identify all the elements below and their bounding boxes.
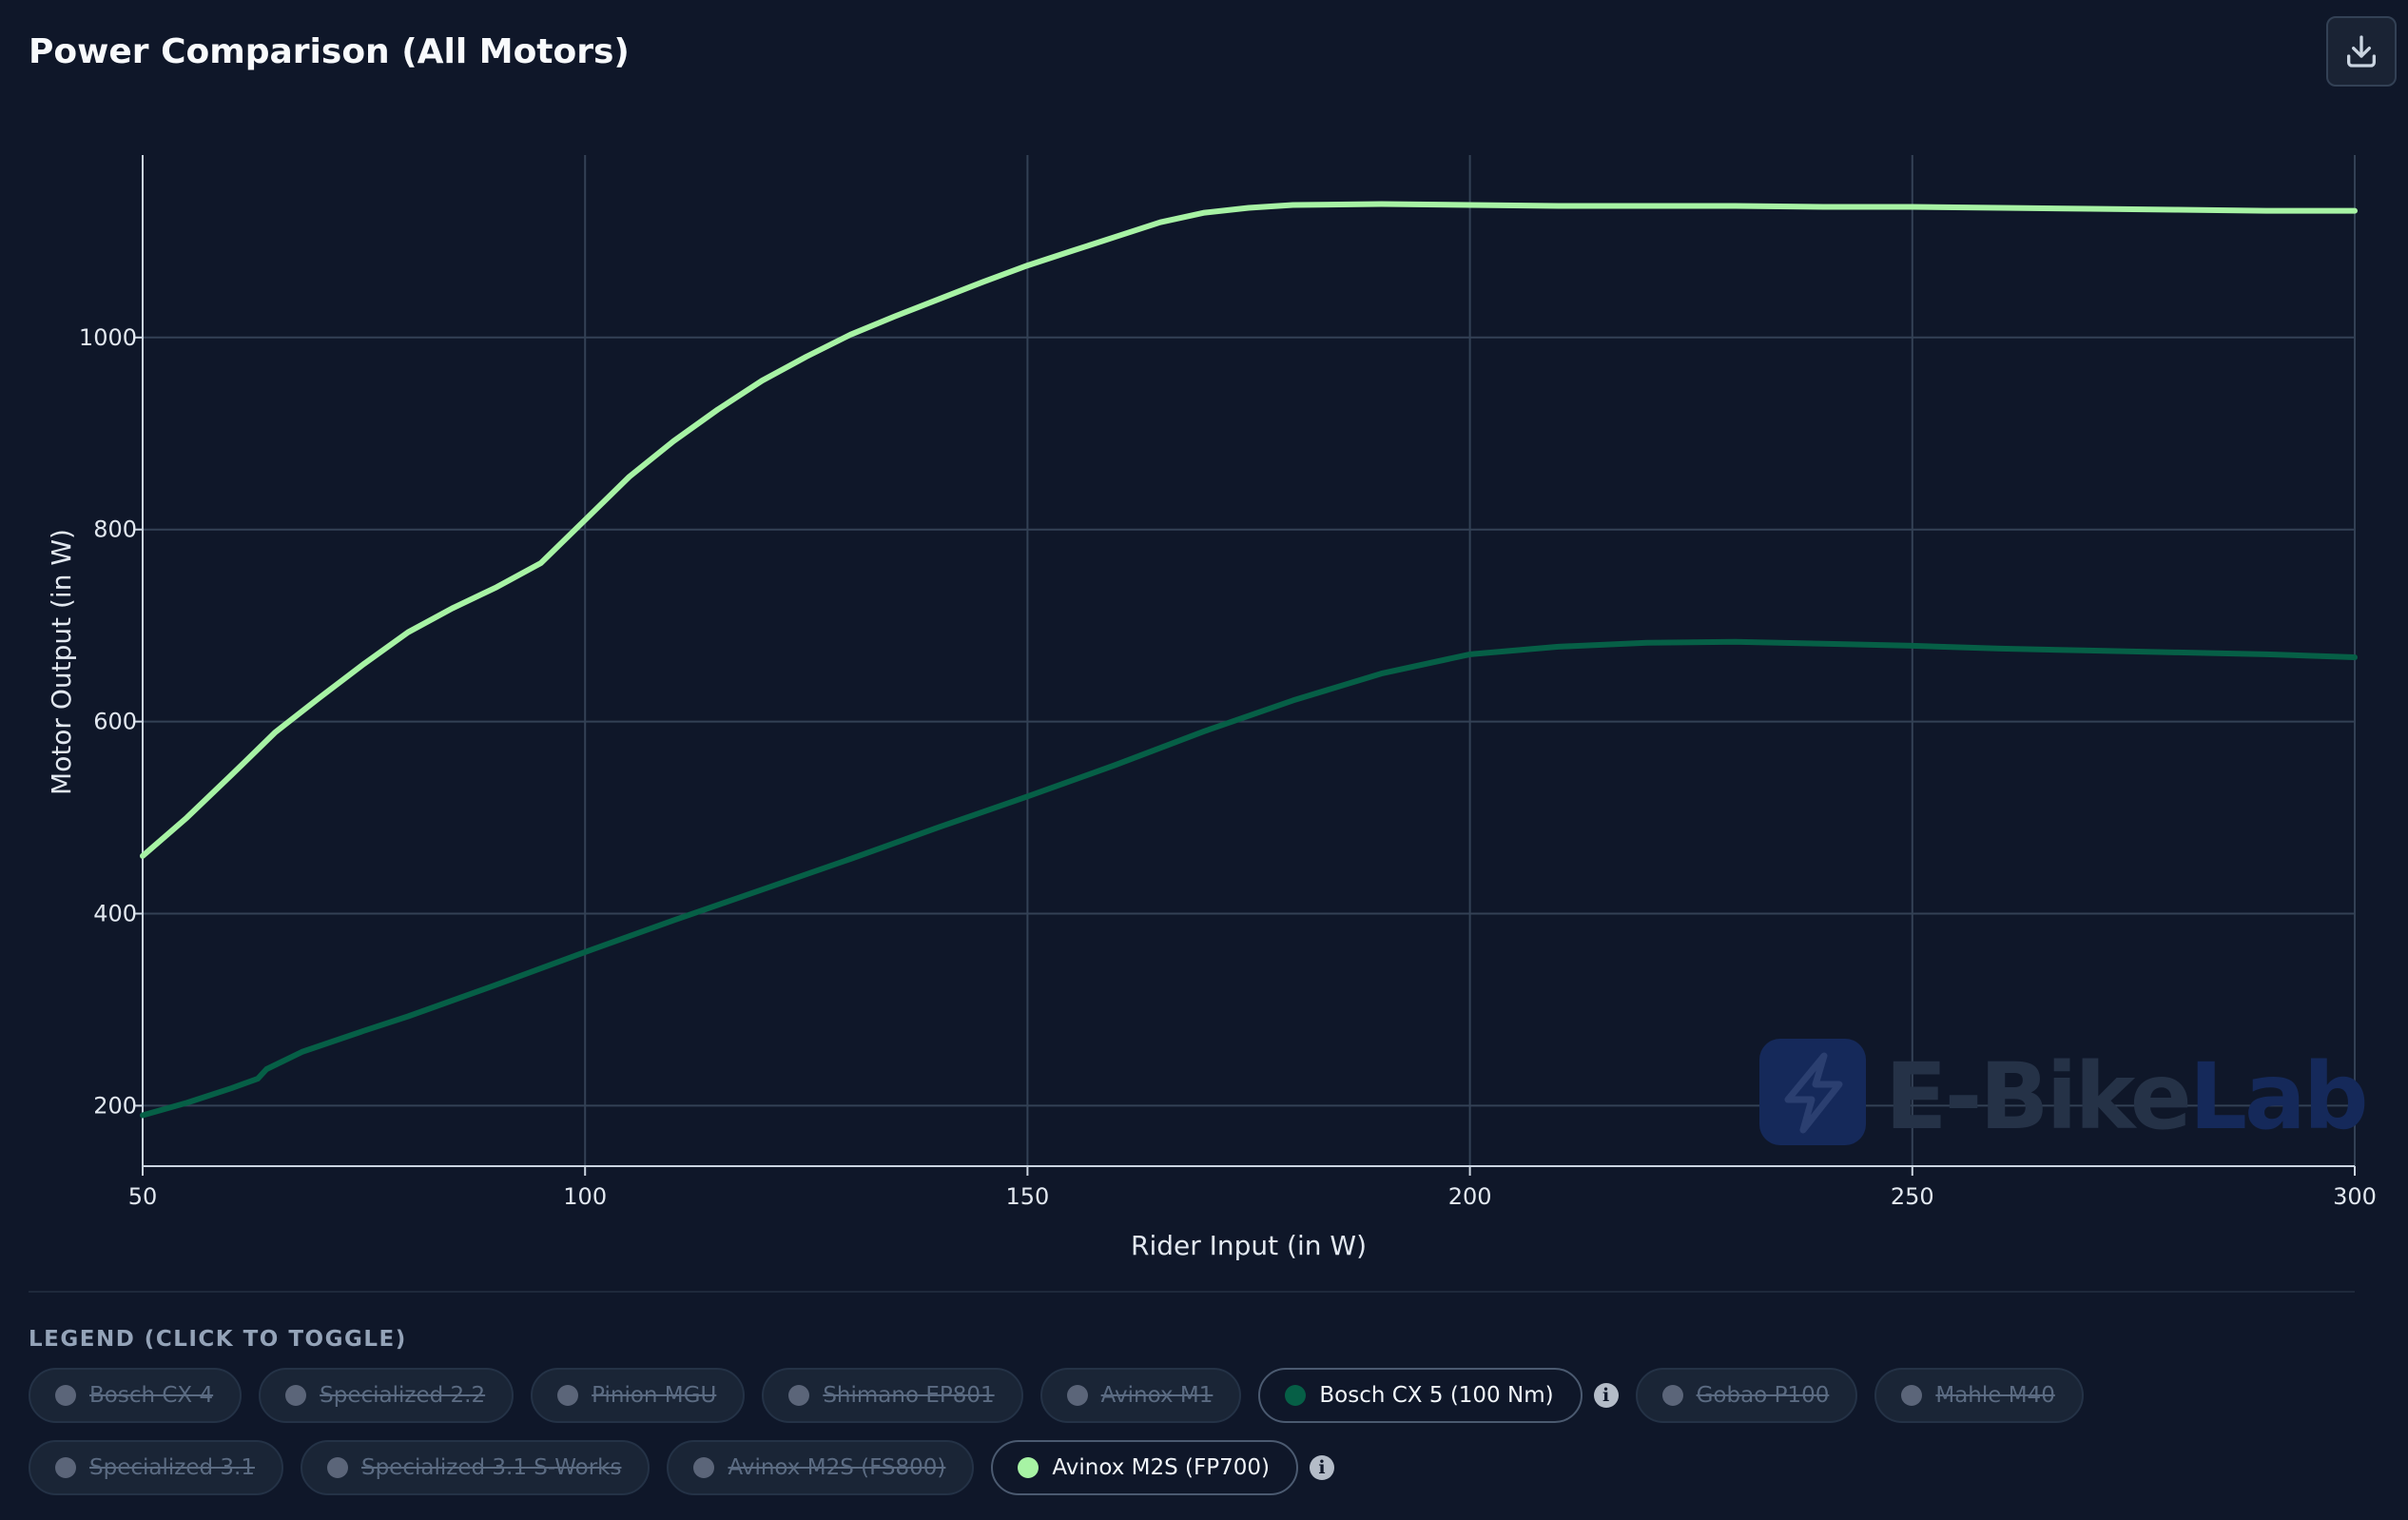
legend-toggle-specialized-3-1-s-works[interactable]: Specialized 3.1 S-Works <box>300 1440 651 1495</box>
legend-toggle-mahle-m40[interactable]: Mahle M40 <box>1874 1368 2084 1423</box>
y-tick-label: 200 <box>93 1092 137 1119</box>
watermark-text-accent: Lab <box>2189 1043 2366 1150</box>
legend-entry: Bosch CX 5 (100 Nm) i <box>1258 1368 1619 1423</box>
legend-dot-icon <box>55 1457 76 1478</box>
legend-label: Bosch CX 5 (100 Nm) <box>1319 1383 1554 1408</box>
x-tick-label: 200 <box>1448 1183 1492 1210</box>
legend-toggle-specialized-2-2[interactable]: Specialized 2.2 <box>259 1368 515 1423</box>
legend-dot-icon <box>326 1457 348 1478</box>
legend-label: Gobao P100 <box>1696 1383 1830 1408</box>
legend-entry: Specialized 3.1 <box>29 1440 283 1495</box>
legend-dot-icon <box>285 1385 307 1406</box>
y-tick-label: 800 <box>93 516 137 543</box>
legend-entry: Specialized 2.2 <box>259 1368 515 1423</box>
y-tick-label: 600 <box>93 709 137 735</box>
legend-label: Avinox M1 <box>1100 1383 1214 1408</box>
legend-entry: Avinox M1 <box>1039 1368 1242 1423</box>
legend-entry: Avinox M2S (FP700) i <box>991 1440 1334 1495</box>
x-axis-label: Rider Input (in W) <box>1131 1230 1367 1261</box>
series-line-avinox-m2s-fp700 <box>140 201 2358 859</box>
y-tick-label: 400 <box>93 901 137 927</box>
lightning-bolt-icon <box>1784 1052 1843 1134</box>
legend-dot-icon <box>55 1385 76 1406</box>
legend-toggle-shimano-ep801[interactable]: Shimano EP801 <box>762 1368 1023 1423</box>
legend-entry: Bosch CX 4 <box>29 1368 243 1423</box>
chart-series <box>140 201 2358 1119</box>
info-icon[interactable]: i <box>1593 1383 1619 1408</box>
legend-label: Shimano EP801 <box>823 1383 995 1408</box>
legend-label: Mahle M40 <box>1935 1383 2055 1408</box>
legend-label: Bosch CX 4 <box>89 1383 214 1408</box>
chart-axes: 50 100 150 200 250 300 200 400 600 800 1000 <box>79 155 2377 1210</box>
legend-label: Avinox M2S (FS800) <box>728 1455 946 1480</box>
legend-entry: Gobao P100 <box>1635 1368 1858 1423</box>
power-chart: E-BikeLab 50 100 150 200 250 300 200 400 600 800 1… <box>46 155 2377 1261</box>
legend-entry: Avinox M2S (FS800) <box>667 1440 975 1495</box>
legend-entry: Shimano EP801 <box>762 1368 1023 1423</box>
legend-dot-icon <box>788 1385 810 1406</box>
legend-dot-icon <box>1018 1457 1039 1478</box>
download-icon <box>2347 35 2376 68</box>
x-tick-label: 300 <box>2333 1183 2377 1210</box>
legend-toggle-gobao-p100[interactable]: Gobao P100 <box>1635 1368 1858 1423</box>
legend-toggle-avinox-m1[interactable]: Avinox M1 <box>1039 1368 1242 1423</box>
legend-label: Specialized 2.2 <box>320 1383 486 1408</box>
legend-dot-icon <box>1285 1385 1307 1406</box>
y-axis-label: Motor Output (in W) <box>46 529 77 795</box>
legend-divider <box>29 1291 2355 1293</box>
legend-title: LEGEND (CLICK TO TOGGLE) <box>29 1327 407 1352</box>
legend-label: Pinion MGU <box>592 1383 717 1408</box>
x-tick-label: 100 <box>563 1183 607 1210</box>
legend-toggle-avinox-m2s-fs800[interactable]: Avinox M2S (FS800) <box>667 1440 975 1495</box>
info-icon[interactable]: i <box>1309 1455 1334 1480</box>
legend-label: Specialized 3.1 S-Works <box>360 1455 622 1480</box>
legend-dot-icon <box>1901 1385 1923 1406</box>
legend-toggle-pinion-mgu[interactable]: Pinion MGU <box>531 1368 746 1423</box>
legend-toggle-bosch-cx-5-100-nm[interactable]: Bosch CX 5 (100 Nm) <box>1258 1368 1583 1423</box>
legend-label: Avinox M2S (FP700) <box>1052 1455 1270 1480</box>
legend-dot-icon <box>1661 1385 1683 1406</box>
y-tick-label: 1000 <box>79 324 137 351</box>
legend-entry: Specialized 3.1 S-Works <box>300 1440 651 1495</box>
watermark: E-BikeLab <box>1759 1039 2369 1150</box>
watermark-text: E-BikeLab <box>1885 1043 2366 1150</box>
legend-entry: Mahle M40 <box>1874 1368 2084 1423</box>
chart-grid <box>143 155 2356 1166</box>
legend-toggle-specialized-3-1[interactable]: Specialized 3.1 <box>29 1440 283 1495</box>
page-title: Power Comparison (All Motors) <box>29 32 630 71</box>
legend-dot-icon <box>1066 1385 1088 1406</box>
x-tick-label: 250 <box>1891 1183 1934 1210</box>
legend-toggle-avinox-m2s-fp700[interactable]: Avinox M2S (FP700) <box>991 1440 1298 1495</box>
download-button[interactable] <box>2326 16 2397 87</box>
legend-toggle-bosch-cx-4[interactable]: Bosch CX 4 <box>29 1368 243 1423</box>
legend-label: Specialized 3.1 <box>89 1455 255 1480</box>
legend-dot-icon <box>557 1385 579 1406</box>
x-tick-label: 50 <box>128 1183 158 1210</box>
legend-dot-icon <box>693 1457 715 1478</box>
watermark-logo-box <box>1759 1039 1866 1145</box>
series-line-bosch-cx-5-100-nm <box>140 638 2358 1119</box>
legend-entry: Pinion MGU <box>531 1368 746 1423</box>
x-tick-label: 150 <box>1005 1183 1049 1210</box>
legend: Bosch CX 4 Specialized 2.2 Pinion MGU Shima… <box>29 1368 2349 1495</box>
watermark-text-primary: E-Bike <box>1885 1043 2189 1150</box>
